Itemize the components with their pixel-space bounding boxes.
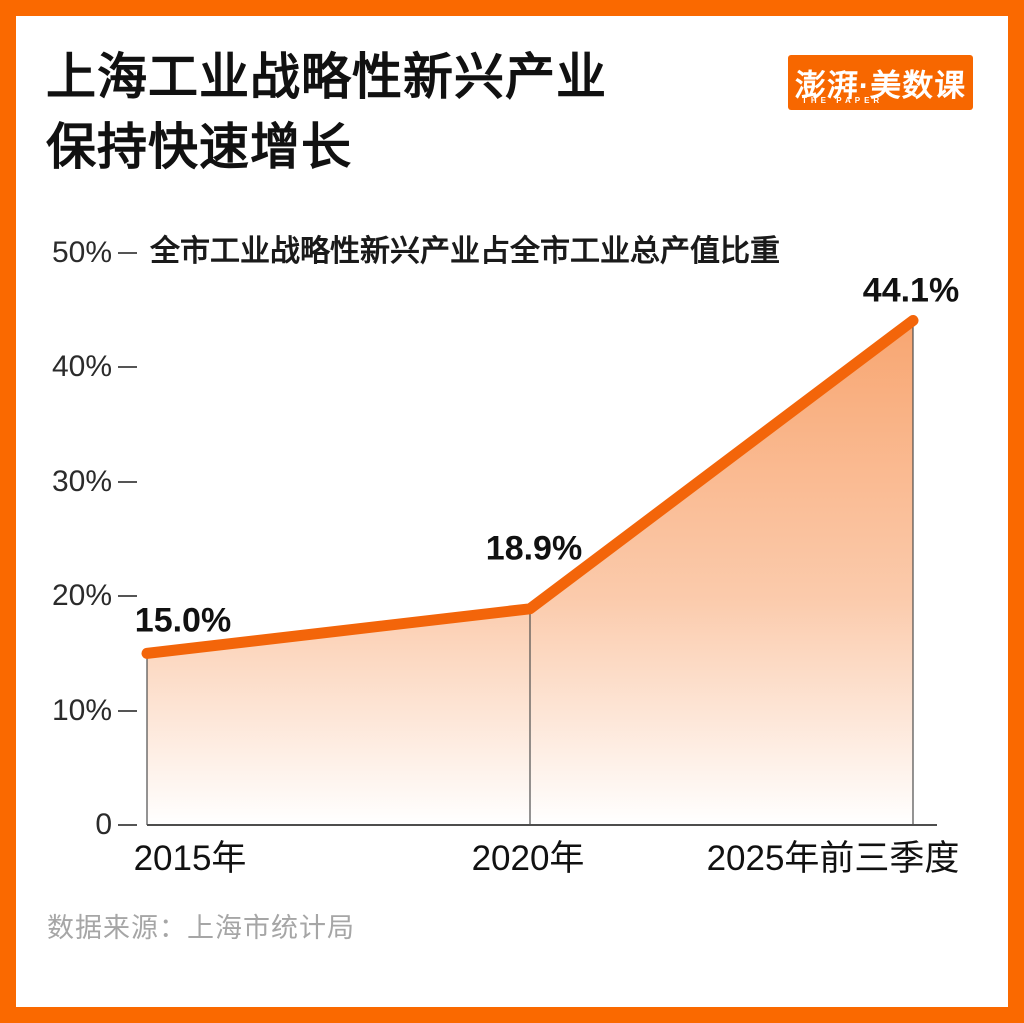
value-label: 44.1%: [862, 271, 960, 310]
value-label: 18.9%: [485, 529, 583, 568]
page-title: 上海工业战略性新兴产业 保持快速增长: [46, 42, 607, 182]
y-tick-label: 50%: [51, 236, 112, 269]
page-title-line2: 保持快速增长: [46, 119, 352, 175]
y-tick-label: 10%: [51, 693, 112, 727]
y-tick-dash: [118, 366, 137, 369]
brand-logo-subtext: THE PAPER: [802, 96, 884, 105]
chart-subtitle: 全市工业战略性新兴产业占全市工业总产值比重: [150, 235, 780, 268]
y-tick-label: 30%: [51, 464, 112, 498]
y-tick-label: 20%: [51, 579, 112, 613]
y-tick-dash: [118, 480, 137, 483]
y-tick-label: 0: [95, 808, 112, 841]
x-tick-label: 2015年: [133, 839, 247, 878]
page-title-line1: 上海工业战略性新兴产业: [46, 49, 607, 105]
y-tick-dash: [118, 709, 137, 712]
guide-lines: [146, 320, 914, 825]
data-source: 数据来源：上海市统计局: [47, 913, 355, 943]
value-label: 15.0%: [134, 601, 232, 640]
brand-logo: 澎湃·美数课 THE PAPER: [788, 55, 973, 110]
trend-line: [141, 314, 919, 659]
area-fill: [147, 320, 913, 825]
y-tick-dash: [118, 252, 137, 254]
y-tick-dash: [118, 824, 137, 826]
x-tick-label: 2025年前三季度: [706, 839, 960, 878]
y-tick-dash: [118, 595, 137, 598]
x-tick-label: 2020年: [471, 839, 585, 878]
y-tick-label: 40%: [51, 350, 112, 384]
